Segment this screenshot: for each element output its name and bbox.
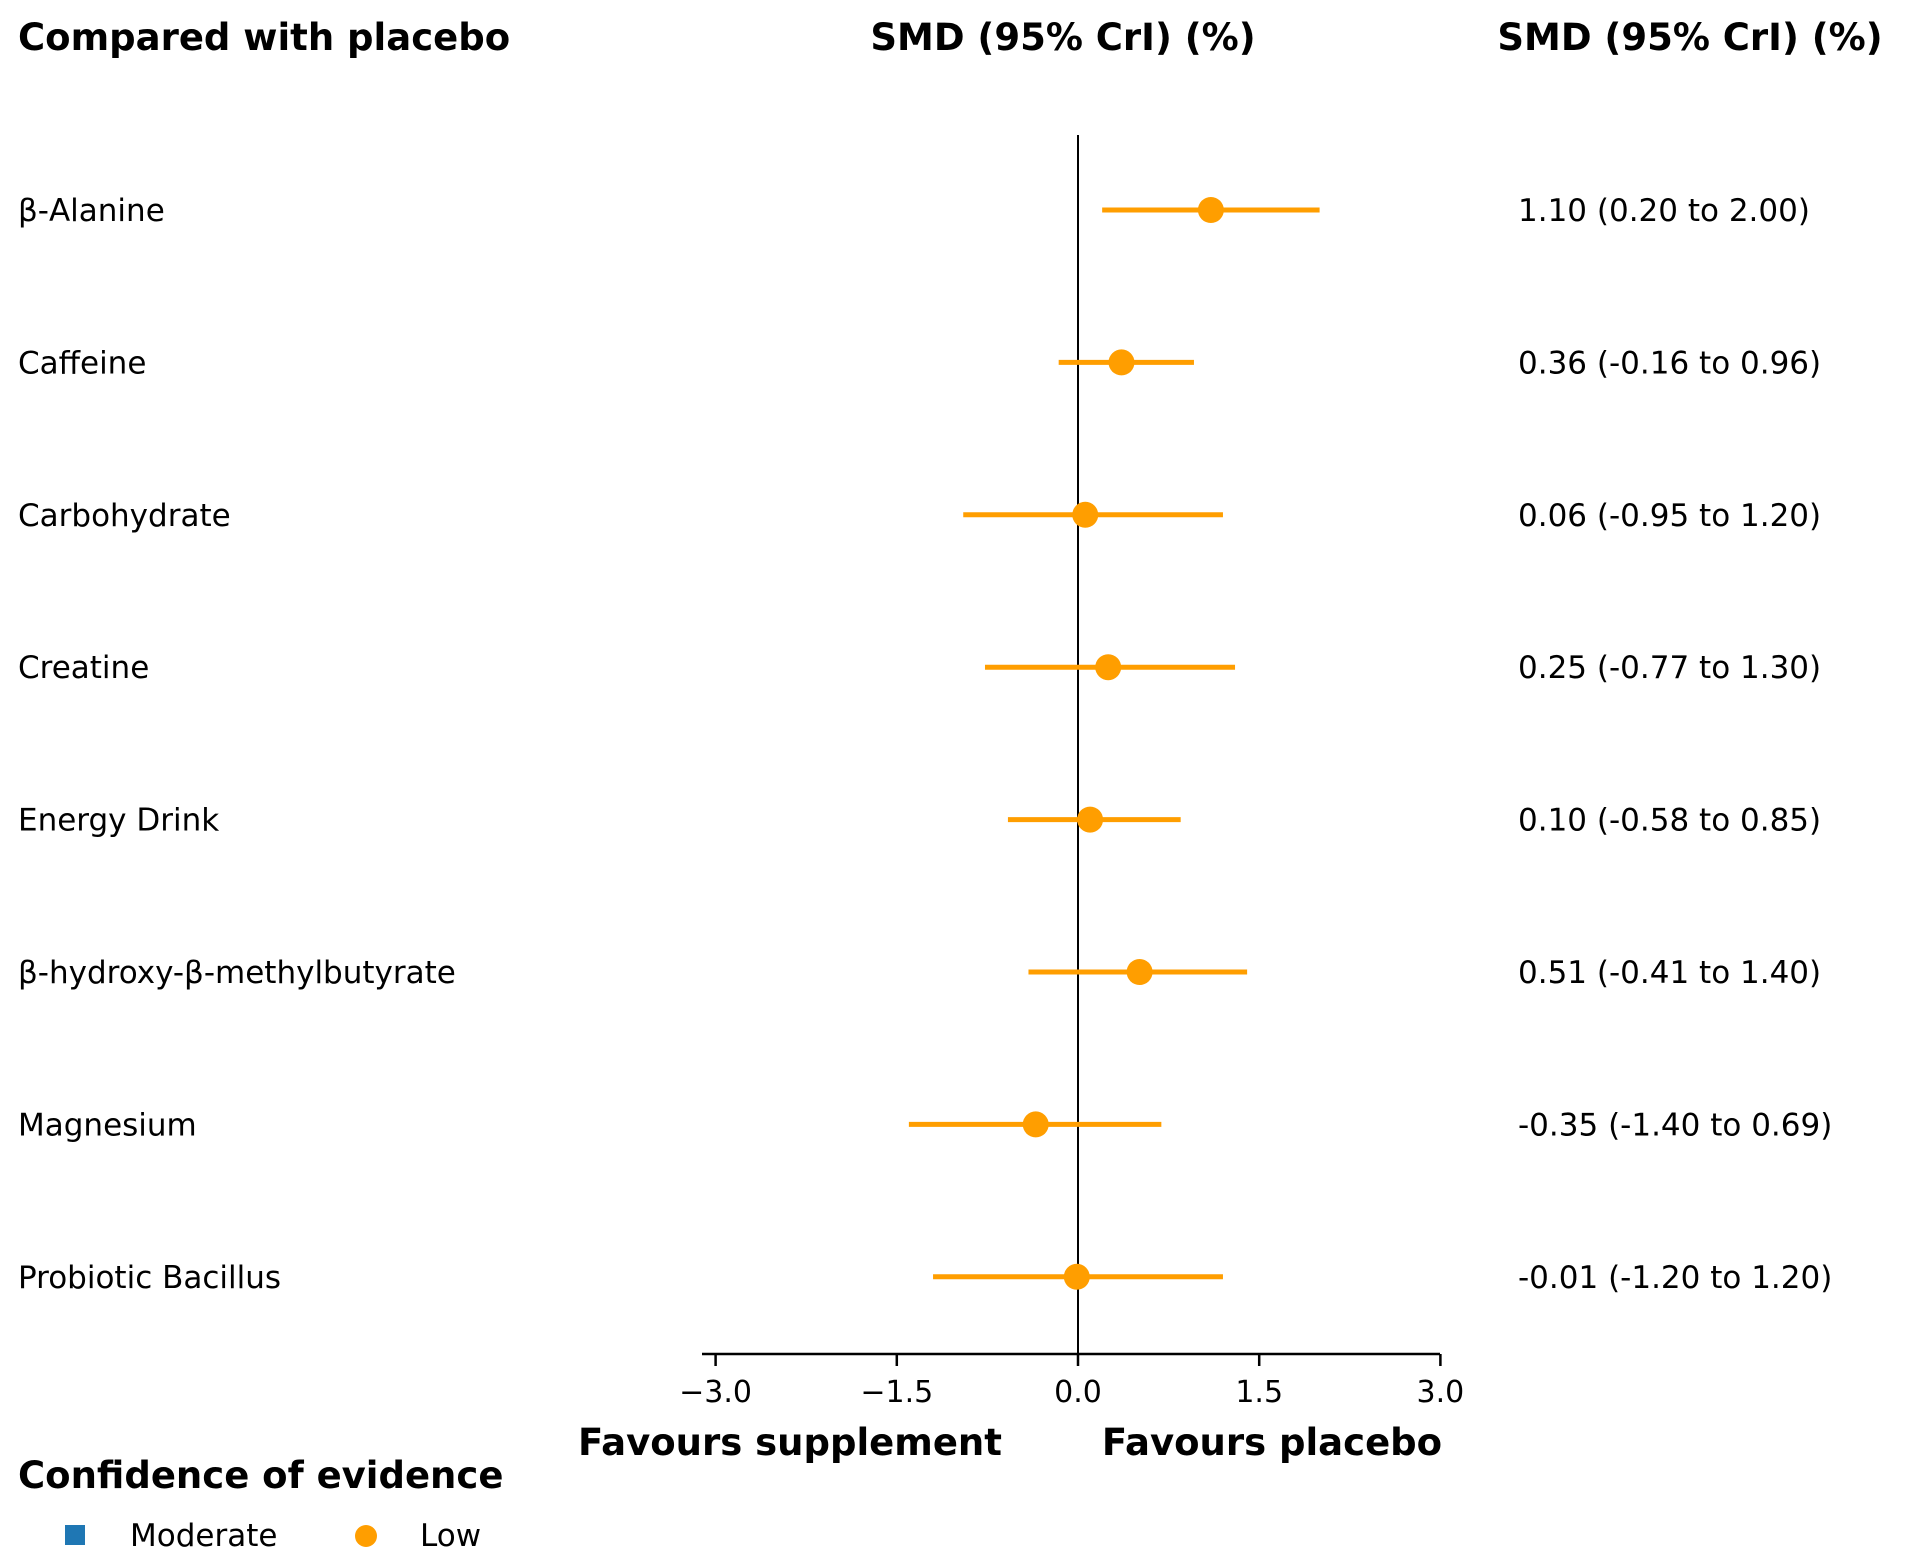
- row-smd-value: 0.36 (-0.16 to 0.96): [1518, 345, 1821, 381]
- row-smd-value: 0.06 (-0.95 to 1.20): [1518, 498, 1821, 534]
- x-tick-label: −1.5: [860, 1375, 933, 1410]
- row-label: Carbohydrate: [18, 498, 231, 534]
- point-estimate-marker: [1197, 197, 1224, 223]
- x-tick-label: 0.0: [1054, 1375, 1102, 1410]
- row-label: Caffeine: [18, 345, 146, 381]
- x-tick-label: −3.0: [679, 1375, 752, 1410]
- legend-low-marker: [355, 1525, 377, 1547]
- legend-moderate-label: Moderate: [130, 1518, 277, 1554]
- point-estimate-marker: [1072, 501, 1099, 528]
- point-estimate-marker: [1063, 1263, 1090, 1290]
- row-label: Probiotic Bacillus: [18, 1260, 281, 1296]
- point-estimate-marker: [1095, 654, 1122, 681]
- point-estimate-marker: [1108, 349, 1135, 376]
- row-smd-value: -0.35 (-1.40 to 0.69): [1518, 1107, 1832, 1143]
- header-compared-with-placebo: Compared with placebo: [18, 16, 510, 59]
- favours-supplement-label: Favours supplement: [578, 1421, 1002, 1464]
- point-estimate-marker: [1022, 1111, 1049, 1138]
- legend-moderate-marker: [65, 1525, 85, 1545]
- header-smd-center: SMD (95% CrI) (%): [870, 16, 1255, 59]
- x-tick-label: 3.0: [1417, 1375, 1465, 1410]
- row-smd-value: 0.10 (-0.58 to 0.85): [1518, 803, 1821, 839]
- row-smd-value: 1.10 (0.20 to 2.00): [1518, 193, 1810, 229]
- row-label: β-hydroxy-β-methylbutyrate: [18, 955, 456, 991]
- row-label: Magnesium: [18, 1107, 197, 1143]
- row-smd-value: 0.51 (-0.41 to 1.40): [1518, 955, 1821, 991]
- row-label: Creatine: [18, 650, 149, 686]
- point-estimate-marker: [1077, 806, 1104, 833]
- row-label: β-Alanine: [18, 193, 165, 229]
- row-smd-value: -0.01 (-1.20 to 1.20): [1518, 1260, 1832, 1296]
- header-smd-right: SMD (95% CrI) (%): [1497, 16, 1882, 59]
- legend-title: Confidence of evidence: [18, 1454, 503, 1497]
- row-smd-value: 0.25 (-0.77 to 1.30): [1518, 650, 1821, 686]
- row-label: Energy Drink: [18, 803, 219, 839]
- point-estimate-marker: [1126, 959, 1153, 985]
- x-tick-label: 1.5: [1235, 1375, 1283, 1410]
- legend-low-label: Low: [420, 1518, 481, 1554]
- favours-placebo-label: Favours placebo: [1102, 1421, 1442, 1464]
